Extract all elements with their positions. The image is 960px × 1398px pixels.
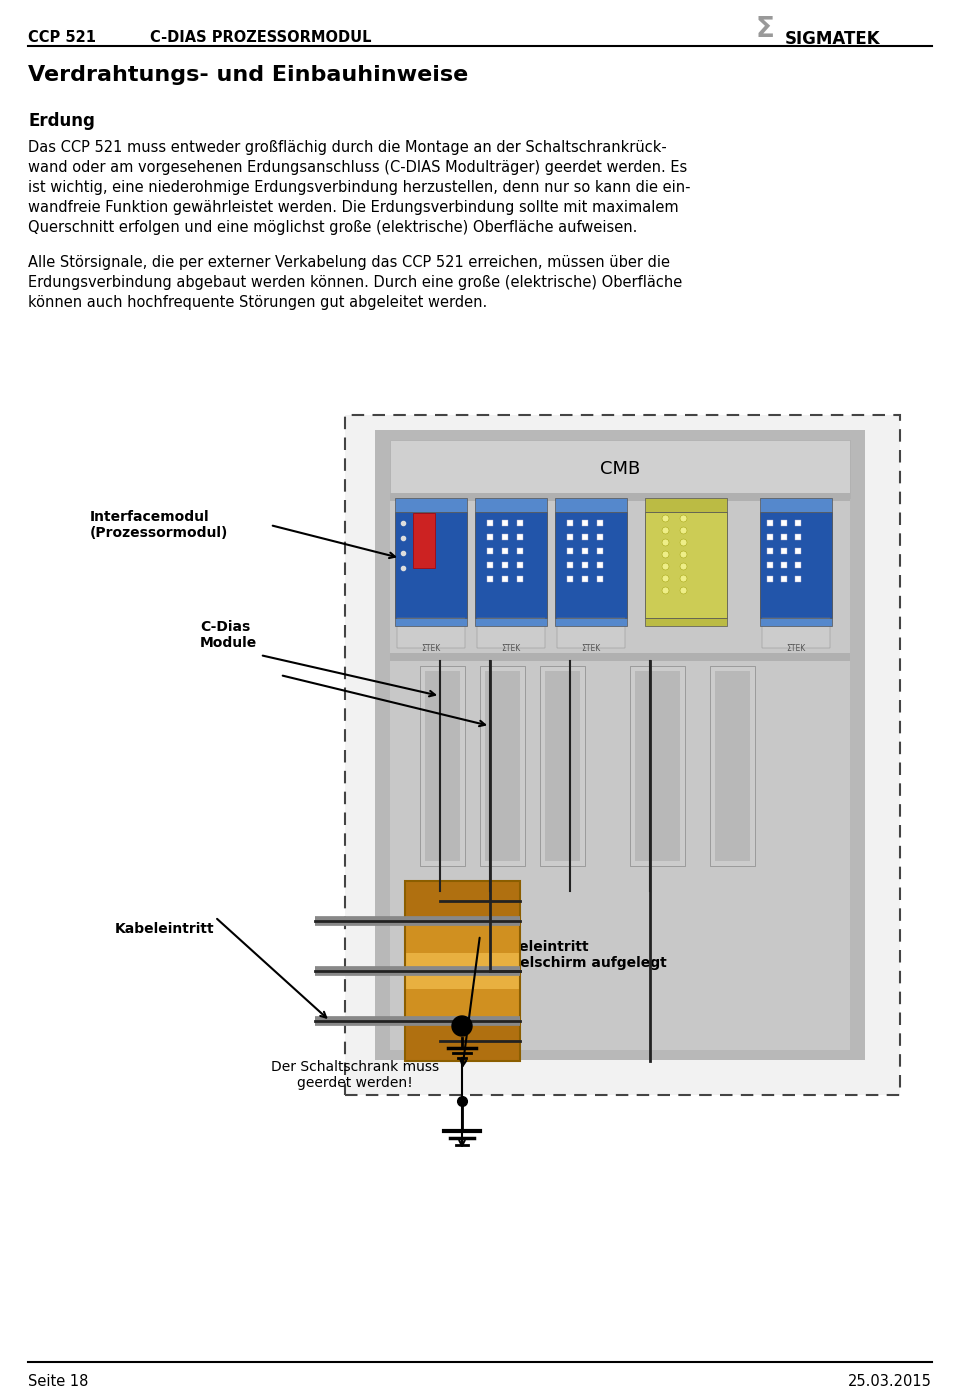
Text: Querschnitt erfolgen und eine möglichst große (elektrische) Oberfläche aufweisen: Querschnitt erfolgen und eine möglichst … (28, 219, 637, 235)
Bar (395, 512, 467, 618)
Text: Interfacemodul
(Prozessormodul): Interfacemodul (Prozessormodul) (90, 510, 228, 540)
Text: CCP 521: CCP 521 (28, 29, 96, 45)
Bar (475, 512, 547, 618)
Bar (645, 498, 727, 512)
Bar (555, 512, 627, 618)
Bar (485, 671, 520, 861)
Text: ist wichtig, eine niederohmige Erdungsverbindung herzustellen, denn nur so kann : ist wichtig, eine niederohmige Erdungsve… (28, 180, 690, 194)
Bar (405, 881, 520, 1061)
Bar (413, 513, 435, 568)
Bar (405, 953, 520, 988)
Text: Der Schaltschrank muss
geerdet werden!: Der Schaltschrank muss geerdet werden! (271, 1060, 439, 1090)
Text: ΣTEK: ΣTEK (501, 644, 520, 653)
Text: 25.03.2015: 25.03.2015 (848, 1374, 932, 1390)
Text: Seite 18: Seite 18 (28, 1374, 88, 1390)
Bar (375, 431, 865, 1060)
Bar (760, 498, 832, 512)
Bar (475, 618, 547, 626)
Text: Kabeleintritt: Kabeleintritt (115, 923, 215, 937)
Text: Kabeleintritt
Kabelschirm aufgelegt: Kabeleintritt Kabelschirm aufgelegt (490, 939, 667, 970)
Bar (477, 618, 545, 649)
Bar (635, 671, 680, 861)
Bar (395, 498, 467, 512)
Text: C-DIAS PROZESSORMODUL: C-DIAS PROZESSORMODUL (150, 29, 372, 45)
Text: wand oder am vorgesehenen Erdungsanschluss (C-DIAS Modulträger) geerdet werden. : wand oder am vorgesehenen Erdungsanschlu… (28, 159, 687, 175)
Bar (390, 653, 850, 661)
Bar (405, 917, 520, 953)
Bar (760, 512, 832, 618)
Text: Alle Störsignale, die per externer Verkabelung das CCP 521 erreichen, müssen übe: Alle Störsignale, die per externer Verka… (28, 254, 670, 270)
Bar (555, 618, 627, 626)
Bar (475, 498, 547, 512)
Text: ΣTEK: ΣTEK (786, 644, 805, 653)
Text: CMB: CMB (600, 460, 640, 478)
Bar (715, 671, 750, 861)
Text: Verdrahtungs- und Einbauhinweise: Verdrahtungs- und Einbauhinweise (28, 64, 468, 85)
Text: SIGMATEK: SIGMATEK (785, 29, 880, 48)
Text: ΣTEK: ΣTEK (582, 644, 601, 653)
Bar (390, 440, 850, 1050)
Text: Erdungsverbindung abgebaut werden können. Durch eine große (elektrische) Oberflä: Erdungsverbindung abgebaut werden können… (28, 275, 683, 289)
Bar (390, 493, 850, 500)
Bar (760, 618, 832, 626)
Circle shape (452, 1016, 472, 1036)
Bar (420, 665, 465, 865)
Bar (395, 618, 467, 626)
Bar (405, 1025, 520, 1061)
Bar (345, 415, 900, 1095)
Bar (710, 665, 755, 865)
Bar (405, 988, 520, 1025)
Bar (425, 671, 460, 861)
Bar (557, 618, 625, 649)
Text: können auch hochfrequente Störungen gut abgeleitet werden.: können auch hochfrequente Störungen gut … (28, 295, 488, 310)
Text: C-Dias
Module: C-Dias Module (200, 619, 257, 650)
Text: Erdung: Erdung (28, 112, 95, 130)
Bar (390, 440, 850, 498)
Bar (645, 618, 727, 626)
Bar (630, 665, 685, 865)
Bar (555, 498, 627, 512)
Bar (762, 618, 830, 649)
Bar (645, 512, 727, 618)
Text: Σ: Σ (755, 15, 774, 43)
Text: Das CCP 521 muss entweder großflächig durch die Montage an der Schaltschrankrück: Das CCP 521 muss entweder großflächig du… (28, 140, 667, 155)
Bar (540, 665, 585, 865)
Text: wandfreie Funktion gewährleistet werden. Die Erdungsverbindung sollte mit maxima: wandfreie Funktion gewährleistet werden.… (28, 200, 679, 215)
Text: ΣTEK: ΣTEK (421, 644, 441, 653)
Bar (397, 618, 465, 649)
Bar (480, 665, 525, 865)
Bar (405, 881, 520, 917)
Bar (545, 671, 580, 861)
